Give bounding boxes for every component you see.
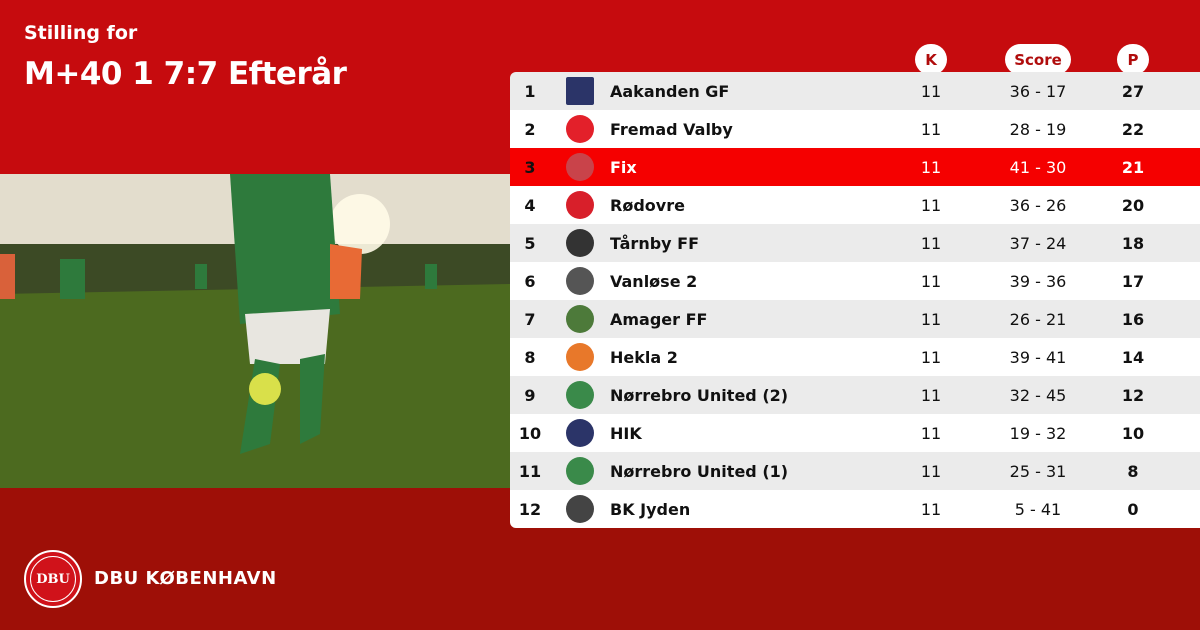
goal-score: 26 - 21	[1009, 309, 1067, 329]
goal-score: 41 - 30	[1009, 157, 1067, 177]
team-logo-icon	[566, 305, 594, 333]
matches-played: 11	[920, 385, 942, 405]
table-row: 10 HIK 11 19 - 32 10	[510, 414, 1200, 452]
team-name: Amager FF	[610, 309, 708, 329]
goal-score: 36 - 17	[1009, 81, 1067, 101]
table-row: 1 Aakanden GF 11 36 - 17 27	[510, 72, 1200, 110]
table-row: 9 Nørrebro United (2) 11 32 - 45 12	[510, 376, 1200, 414]
column-header-k: K	[915, 44, 947, 75]
points: 14	[1121, 347, 1145, 367]
rank: 12	[518, 499, 542, 519]
table-row: 3 Fix 11 41 - 30 21	[510, 148, 1200, 186]
team-logo-icon	[566, 419, 594, 447]
points: 16	[1121, 309, 1145, 329]
football-players-image	[0, 174, 510, 488]
matches-played: 11	[920, 195, 942, 215]
points: 12	[1121, 385, 1145, 405]
column-header-p: P	[1117, 44, 1149, 75]
goal-score: 28 - 19	[1009, 119, 1067, 139]
team-name: Fremad Valby	[610, 119, 733, 139]
rank: 10	[518, 423, 542, 443]
goal-score: 5 - 41	[1014, 499, 1062, 519]
matches-played: 11	[920, 309, 942, 329]
rank: 5	[524, 233, 536, 253]
team-logo-icon	[566, 267, 594, 295]
table-row: 7 Amager FF 11 26 - 21 16	[510, 300, 1200, 338]
team-name: Rødovre	[610, 195, 685, 215]
rank: 6	[524, 271, 536, 291]
team-name: HIK	[610, 423, 642, 443]
team-name: Hekla 2	[610, 347, 678, 367]
team-logo-icon	[566, 153, 594, 181]
team-logo-icon	[566, 77, 594, 105]
rank: 7	[524, 309, 536, 329]
table-row: 11 Nørrebro United (1) 11 25 - 31 8	[510, 452, 1200, 490]
goal-score: 19 - 32	[1009, 423, 1067, 443]
matches-played: 11	[920, 81, 942, 101]
table-row: 4 Rødovre 11 36 - 26 20	[510, 186, 1200, 224]
table-row: 6 Vanløse 2 11 39 - 36 17	[510, 262, 1200, 300]
points: 20	[1121, 195, 1145, 215]
team-logo-icon	[566, 229, 594, 257]
matches-played: 11	[920, 423, 942, 443]
goal-score: 39 - 41	[1009, 347, 1067, 367]
team-logo-icon	[566, 115, 594, 143]
team-name: Aakanden GF	[610, 81, 730, 101]
team-logo-icon	[566, 495, 594, 523]
table-row: 8 Hekla 2 11 39 - 41 14	[510, 338, 1200, 376]
team-name: Nørrebro United (2)	[610, 385, 789, 405]
matches-played: 11	[920, 233, 942, 253]
dbu-logo: DBU	[24, 550, 82, 608]
points: 27	[1121, 81, 1145, 101]
team-logo-icon	[566, 191, 594, 219]
matches-played: 11	[920, 119, 942, 139]
rank: 3	[524, 157, 536, 177]
brand-name: DBU KØBENHAVN	[94, 568, 277, 589]
table-row: 5 Tårnby FF 11 37 - 24 18	[510, 224, 1200, 262]
team-name: Tårnby FF	[610, 233, 700, 253]
table-row: 12 BK Jyden 11 5 - 41 0	[510, 490, 1200, 528]
rank: 4	[524, 195, 536, 215]
team-logo-icon	[566, 457, 594, 485]
team-logo-icon	[566, 343, 594, 371]
points: 17	[1121, 271, 1145, 291]
team-name: BK Jyden	[610, 499, 691, 519]
rank: 1	[524, 81, 536, 101]
subtitle: Stilling for	[24, 22, 138, 44]
matches-played: 11	[920, 461, 942, 481]
goal-score: 32 - 45	[1009, 385, 1067, 405]
table-row: 2 Fremad Valby 11 28 - 19 22	[510, 110, 1200, 148]
points: 10	[1121, 423, 1145, 443]
goal-score: 39 - 36	[1009, 271, 1067, 291]
points: 21	[1121, 157, 1145, 177]
goal-score: 25 - 31	[1009, 461, 1067, 481]
page-title: M+40 1 7:7 Efterår	[24, 56, 347, 92]
team-name: Fix	[610, 157, 637, 177]
matches-played: 11	[920, 157, 942, 177]
team-name: Nørrebro United (1)	[610, 461, 789, 481]
column-header-score: Score	[1005, 44, 1071, 75]
matches-played: 11	[920, 347, 942, 367]
points: 22	[1121, 119, 1145, 139]
hero-photo	[0, 174, 510, 488]
rank: 2	[524, 119, 536, 139]
rank: 9	[524, 385, 536, 405]
goal-score: 37 - 24	[1009, 233, 1067, 253]
rank: 8	[524, 347, 536, 367]
standings-table: 1 Aakanden GF 11 36 - 17 27 2 Fremad Valby 11 28…	[510, 72, 1200, 528]
points: 18	[1121, 233, 1145, 253]
goal-score: 36 - 26	[1009, 195, 1067, 215]
rank: 11	[518, 461, 542, 481]
matches-played: 11	[920, 499, 942, 519]
team-name: Vanløse 2	[610, 271, 698, 291]
points: 8	[1127, 461, 1139, 481]
team-logo-icon	[566, 381, 594, 409]
points: 0	[1127, 499, 1139, 519]
matches-played: 11	[920, 271, 942, 291]
